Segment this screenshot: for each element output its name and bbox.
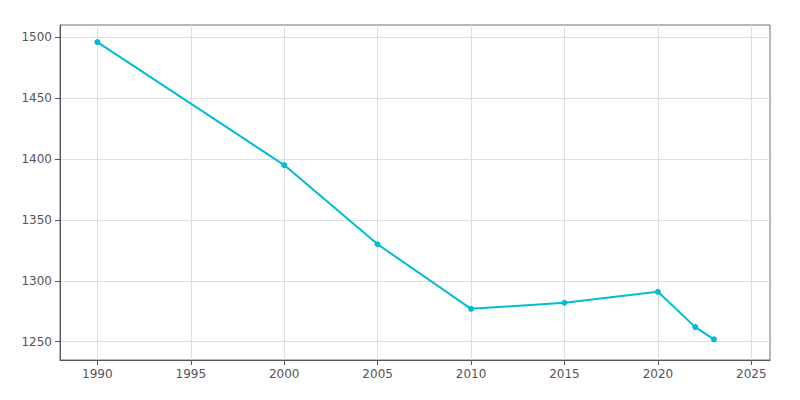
svg-text:2000: 2000: [269, 367, 300, 381]
svg-text:2025: 2025: [736, 367, 767, 381]
svg-text:2020: 2020: [643, 367, 674, 381]
svg-text:1990: 1990: [82, 367, 113, 381]
svg-text:2010: 2010: [456, 367, 487, 381]
svg-text:1450: 1450: [21, 91, 52, 105]
svg-text:2005: 2005: [362, 367, 393, 381]
svg-text:1500: 1500: [21, 30, 52, 44]
svg-text:2015: 2015: [549, 367, 580, 381]
svg-text:1300: 1300: [21, 274, 52, 288]
svg-text:1350: 1350: [21, 213, 52, 227]
svg-text:1400: 1400: [21, 152, 52, 166]
svg-text:1250: 1250: [21, 335, 52, 349]
svg-text:1995: 1995: [176, 367, 207, 381]
